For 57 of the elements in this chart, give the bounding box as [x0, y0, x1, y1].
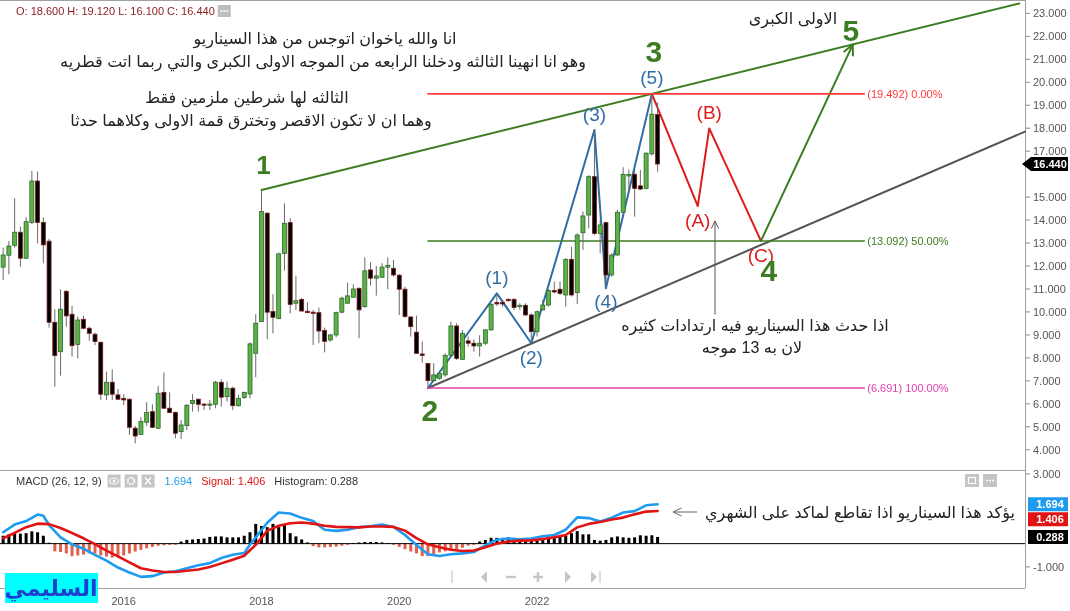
text: 16.440: [1033, 158, 1067, 171]
y-tick-label: 11.000: [1033, 282, 1066, 295]
annotation: السليمي: [4, 575, 98, 602]
annotation: 3: [645, 35, 663, 69]
annotation: الاولى الكبرى: [748, 9, 838, 29]
text: 1.694: [1036, 498, 1065, 511]
annotation: لان به 13 موجه: [701, 338, 803, 358]
y-tick-label: 7.000: [1033, 374, 1061, 387]
y-tick-label: 4.000: [1033, 443, 1061, 456]
annotation: (2): [519, 346, 543, 368]
y-tick-label: 8.000: [1033, 351, 1061, 364]
annotation: (B): [696, 102, 722, 124]
annotation: 5: [842, 14, 860, 48]
y-tick-label: 15.000: [1033, 190, 1067, 203]
text: 0.288: [1036, 530, 1064, 543]
y-tick-label: 3.000: [1033, 467, 1061, 480]
annotation: 1: [256, 150, 271, 181]
annotation: (5): [640, 66, 664, 88]
text: 1.406: [1036, 513, 1064, 526]
y-tick-label: 10.000: [1033, 305, 1067, 318]
y-tick-label: 6.000: [1033, 397, 1061, 410]
annotation: 1.694: [164, 474, 193, 487]
y-tick-label: 17.000: [1033, 144, 1067, 157]
chart-title: MACD (26, 12, 9): [16, 475, 102, 487]
series-label: (13.092) 50.00%: [867, 234, 949, 247]
x-tick-label: 2018: [249, 595, 274, 607]
annotation: 2: [421, 394, 439, 428]
y-tick-label: 21.000: [1033, 53, 1067, 66]
annotation: Histogram: 0.288: [274, 474, 359, 487]
y-tick-label: 23.000: [1033, 7, 1067, 20]
y-tick-label: 19.000: [1033, 99, 1067, 112]
series-label: (19.492) 0.00%: [867, 87, 943, 100]
x-tick-label: 2020: [387, 595, 412, 607]
annotation: (3): [582, 103, 607, 125]
y-tick-label: 22.000: [1033, 30, 1067, 43]
y-tick-label: 14.000: [1033, 213, 1067, 226]
y-tick-label: 18.000: [1033, 121, 1067, 134]
y-tick-label: 9.000: [1033, 328, 1061, 341]
annotation: وهو انا انهينا الثالثه ودخلنا الرابعه من الموجه الاولى الكبرى والتي ربما اتت قطريه: [60, 52, 586, 72]
x-tick-label: 2016: [111, 595, 136, 607]
annotation: (1): [485, 267, 509, 288]
y-tick-label: 20.000: [1033, 76, 1067, 89]
annotation: يؤكد هذا السيناريو اذا تقاطع لماكد على الشهري: [705, 503, 1015, 523]
annotation: (A): [685, 209, 711, 231]
chart-subtitle: O: 18.600 H: 19.120 L: 16.100 C: 16.440: [16, 5, 215, 17]
annotation: (4): [594, 290, 618, 312]
y-tick-label: -1.000: [1033, 560, 1065, 573]
y-tick-label: 13.000: [1033, 236, 1067, 249]
x-tick-label: 2022: [524, 595, 550, 607]
annotation: وهما ان لا تكون الاقصر وتخترق قمة الاولى وكلاهما حدثا: [70, 111, 432, 131]
y-tick-label: 5.000: [1033, 420, 1061, 433]
y-tick-label: 12.000: [1033, 259, 1067, 272]
series-label: (6.691) 100.00%: [867, 381, 949, 394]
annotation: الثالثه لها شرطين ملزمين فقط: [145, 88, 349, 108]
annotation: Signal: 1.406: [201, 474, 266, 487]
annotation: اذا حدث هذا السيناريو فيه ارتدادات كثيره: [621, 316, 889, 336]
annotation: انا والله ياخوان اتوجس من هذا السيناريو: [192, 29, 457, 49]
